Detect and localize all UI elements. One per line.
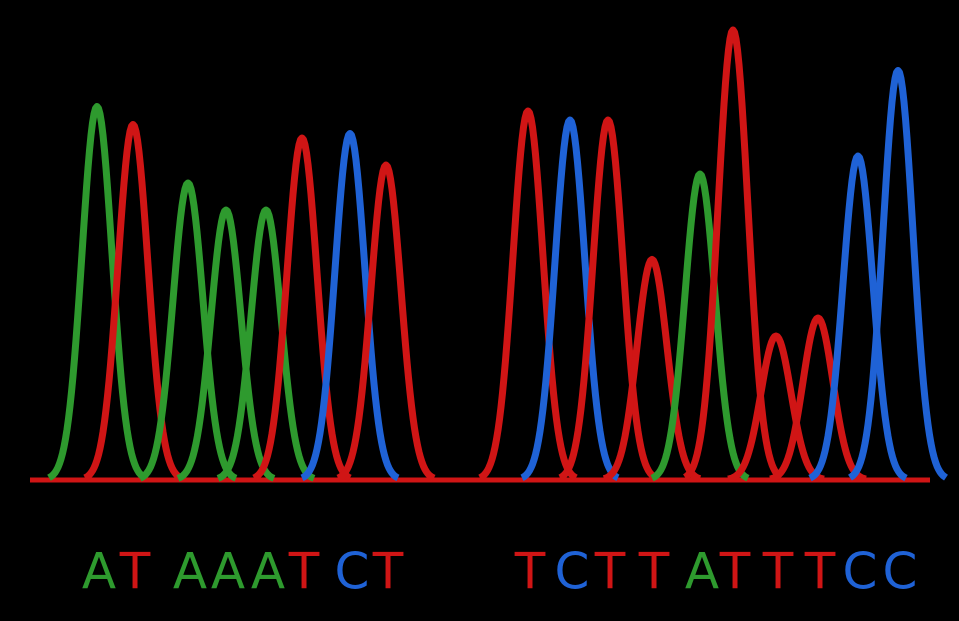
base-label: A: [82, 543, 116, 601]
peak: [47, 103, 147, 481]
base-label: C: [555, 543, 590, 601]
peak: [336, 161, 436, 482]
peak: [602, 256, 702, 483]
base-label: T: [372, 543, 404, 601]
peak: [558, 116, 658, 481]
base-label: T: [804, 543, 836, 601]
base-label: C: [843, 543, 878, 601]
peak: [216, 206, 316, 482]
base-label: T: [288, 543, 320, 601]
base-label: T: [638, 543, 670, 601]
base-label: A: [251, 543, 285, 601]
peak: [520, 116, 620, 481]
peak: [252, 134, 352, 482]
peak: [138, 179, 238, 482]
base-label: T: [119, 543, 151, 601]
base-label: T: [762, 543, 794, 601]
peak: [300, 130, 400, 482]
peak: [650, 170, 750, 482]
peak: [83, 121, 183, 481]
base-label: T: [719, 543, 751, 601]
peak: [768, 314, 868, 483]
peak: [683, 26, 783, 481]
peak: [176, 206, 276, 482]
peak: [478, 107, 578, 481]
base-label: T: [514, 543, 546, 601]
base-label: A: [173, 543, 207, 601]
base-label: A: [211, 543, 245, 601]
base-label: C: [883, 543, 918, 601]
base-label: T: [594, 543, 626, 601]
peak: [726, 332, 826, 483]
base-label: C: [335, 543, 370, 601]
peak: [848, 67, 948, 481]
base-label: A: [685, 543, 719, 601]
peak: [808, 152, 908, 482]
